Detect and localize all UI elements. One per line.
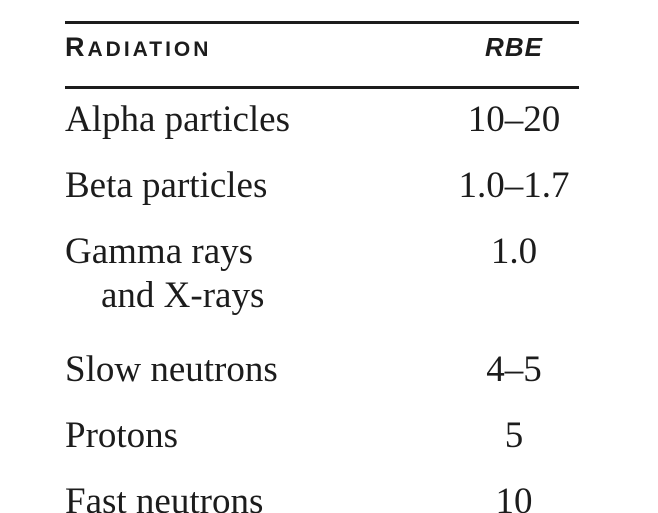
radiation-type-cell: Gamma rays and X-rays bbox=[65, 230, 449, 318]
rbe-table: Radiation RBE Alpha particles 10–20 Beta… bbox=[65, 21, 579, 513]
table-row-gamma-xrays: Gamma rays and X-rays 1.0 bbox=[65, 230, 579, 318]
radiation-type-line1: Gamma rays bbox=[65, 231, 254, 272]
radiation-type-line2: and X-rays bbox=[101, 275, 265, 316]
radiation-type-cell: Fast neutrons bbox=[65, 481, 264, 513]
table-row-slow-neutrons: Slow neutrons 4–5 bbox=[65, 348, 579, 392]
table-row-beta-particles: Beta particles 1.0–1.7 bbox=[65, 164, 579, 208]
column-header-radiation: Radiation bbox=[65, 32, 212, 62]
table-row-protons: Protons 5 bbox=[65, 414, 579, 458]
radiation-type-cell: Slow neutrons bbox=[65, 349, 278, 390]
rbe-value-cell: 4–5 bbox=[486, 349, 542, 390]
rbe-value-cell: 5 bbox=[504, 415, 524, 456]
radiation-type-cell: Beta particles bbox=[65, 165, 268, 206]
radiation-type-cell: Alpha particles bbox=[65, 99, 290, 140]
table-row-fast-neutrons: Fast neutrons 10 bbox=[65, 480, 579, 513]
rbe-value-cell: 10–20 bbox=[467, 99, 561, 140]
radiation-type-cell: Protons bbox=[65, 415, 179, 456]
table-row-alpha-particles: Alpha particles 10–20 bbox=[65, 98, 579, 142]
column-header-rbe: RBE bbox=[485, 32, 543, 62]
table-body: Alpha particles 10–20 Beta particles 1.0… bbox=[65, 89, 579, 513]
table-header-row: Radiation RBE bbox=[65, 24, 579, 89]
rbe-value-cell: 1.0–1.7 bbox=[458, 165, 570, 206]
rbe-value-cell: 10 bbox=[495, 481, 533, 513]
rbe-value-cell: 1.0 bbox=[490, 231, 538, 272]
